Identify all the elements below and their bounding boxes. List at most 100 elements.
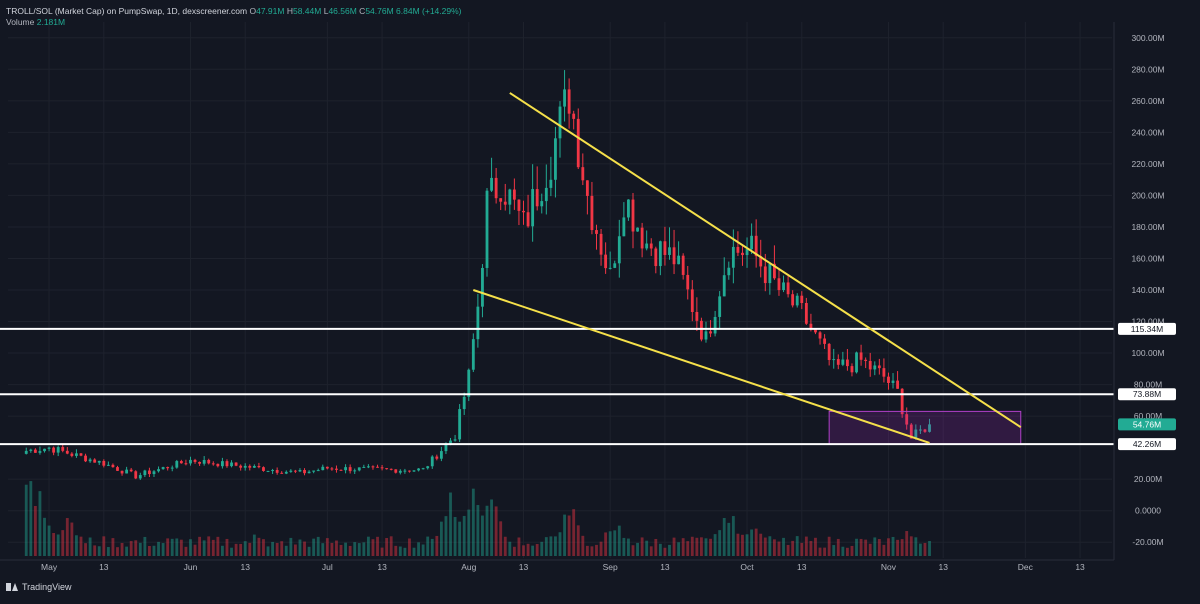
candle [836,359,840,365]
candle [116,467,119,471]
upper-trendline[interactable] [509,92,1022,428]
candle [439,451,443,459]
candle [731,246,735,268]
candle [640,227,644,249]
volume-bar [909,536,913,556]
volume-bar [873,537,877,556]
volume-bar [408,538,411,556]
candle [61,447,65,451]
support-zone-box[interactable] [828,410,1022,445]
y-tick-label: 280.00M [1131,64,1164,74]
candle [161,467,165,470]
volume-bar [522,545,525,556]
candle [134,471,138,479]
candle [252,465,256,468]
y-tick-label: 60.00M [1134,411,1162,421]
volume-bar [289,537,293,556]
candle [266,470,270,472]
volume-bar [134,540,138,556]
volume-bar [234,543,238,556]
y-tick-label: 160.00M [1131,253,1164,263]
candle [887,376,890,383]
volume-bar [900,539,904,556]
lower-trendline[interactable] [473,289,930,444]
volume-bar [508,541,512,556]
candle [868,360,872,370]
volume-bar [335,540,338,556]
candle [325,466,329,469]
volume-bar [52,532,56,556]
volume-bar [339,544,343,556]
candle [56,447,60,453]
y-tick-label: 100.00M [1131,348,1164,358]
candle [668,247,671,255]
candle [677,255,681,265]
volume-bar [198,536,202,556]
candle [645,243,649,249]
volume-bar [918,543,922,556]
volume-bar [809,541,813,556]
x-tick-label: Nov [881,562,897,572]
candle [298,470,302,472]
candle [243,465,247,468]
candle [827,343,831,360]
volume-bar [307,546,311,556]
candle [316,470,320,472]
candle [499,198,503,202]
candle [143,470,147,476]
volume-bar [887,538,890,556]
volume-bar [293,544,297,556]
candle [750,235,754,250]
volume-bar [576,525,580,556]
candle [845,359,849,367]
symbol-title: TROLL/SOL (Market Cap) on PumpSwap, 1D, … [6,6,248,16]
volume-bar [814,537,817,556]
volume-bar [654,538,658,556]
candle [417,468,420,471]
candle [462,396,466,410]
volume-bar [357,543,361,556]
volume-bar [731,516,735,556]
volume-bar [376,536,379,556]
volume-bar [362,542,366,556]
candle [481,267,484,307]
volume-bar [125,546,129,556]
candle [494,177,498,199]
volume-bar [207,536,211,556]
volume-bar [818,547,822,556]
candle [909,424,913,439]
volume-bar [284,545,288,556]
volume-bar [271,541,275,556]
volume-bar [713,534,717,556]
candle [503,201,507,205]
candle [882,368,886,377]
candle [658,241,662,267]
candle [814,329,817,333]
candle [38,451,42,453]
volume-bar [558,532,562,556]
level-price-tag [1118,388,1176,401]
candle [79,453,83,456]
candle [718,296,722,317]
volume-bar [193,544,197,556]
candle [88,459,92,462]
candle [786,282,790,295]
candle [914,429,918,439]
tradingview-brand[interactable]: TradingView [6,582,72,592]
volume-bar [768,536,772,556]
volume-bar [544,537,548,556]
candle [33,449,37,453]
volume-bar [266,546,270,556]
candle [70,453,74,456]
volume-bar [79,536,83,556]
volume-bar [316,536,320,556]
candle [193,459,197,462]
volume-bar [595,544,598,556]
high-label: H [286,6,293,16]
volume-bar [914,537,918,556]
volume-bar [868,543,872,556]
candle [526,212,530,227]
candle [554,138,557,180]
